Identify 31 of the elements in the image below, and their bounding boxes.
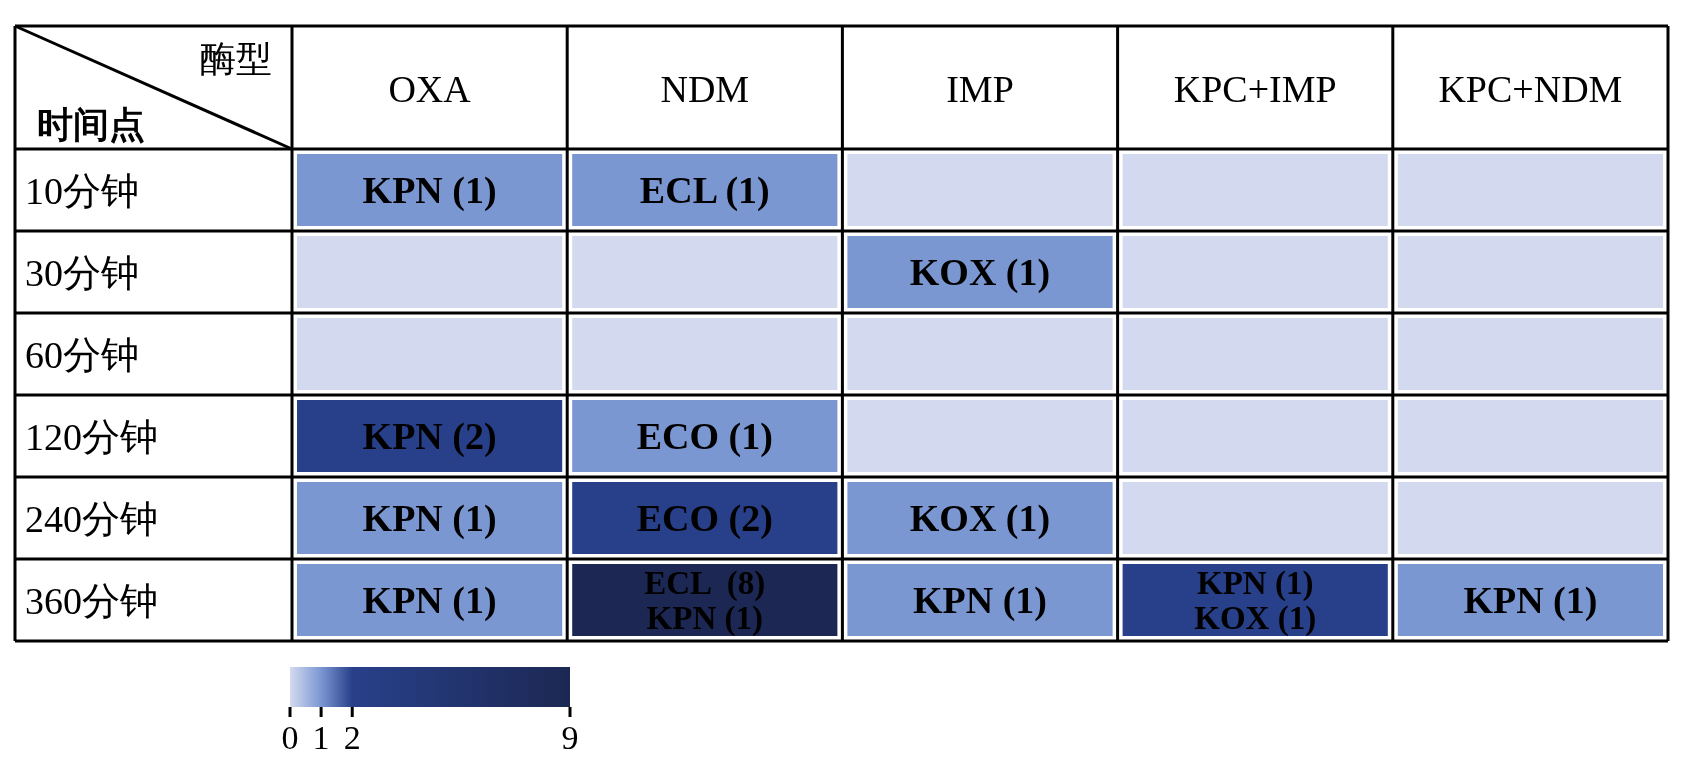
x-tick-label: KPC+IMP [1173,67,1337,110]
y-tick-label: 30分钟 [25,252,139,294]
colorbar: 0 1 2 9 [281,667,579,756]
y-tick-label: 60分钟 [25,334,139,376]
y-axis-title: 时间点 [37,105,145,145]
data-label: ECL (8) KPN (1) [644,564,766,637]
y-tick-label: 360分钟 [25,580,158,622]
color-bar-label: 9 [561,719,579,756]
data-label: KPN (1) KOX (1) [1194,564,1317,637]
x-tick-label: KPC+NDM [1438,67,1623,110]
data-label: KPN (1) [362,169,497,212]
color-bar-label: 0 [281,719,299,756]
color-bar-label: 1 [312,719,330,756]
data-label: KPN (1) [362,579,497,622]
data-label: KPN (1) [362,497,497,540]
y-tick-label: 240分钟 [25,498,158,540]
color-bar-label: 2 [343,719,361,756]
x-tick-label: NDM [660,67,750,110]
data-label: ECL (1) [639,169,770,212]
data-label: KOX (1) [909,497,1051,540]
data-label: KPN (2) [362,415,497,458]
data-label: KOX (1) [909,251,1051,294]
data-label: KPN (1) [912,579,1048,622]
x-tick-label: IMP [946,67,1014,110]
data-label: KPN (1) [1463,579,1598,622]
y-tick-label: 120分钟 [25,416,158,458]
y-tick-label: 10分钟 [25,170,139,212]
x-tick-label: OXA [388,67,472,110]
data-label: ECO (2) [636,497,773,540]
x-axis-title: 酶型 [200,39,272,79]
data-label: ECO (1) [636,415,773,458]
